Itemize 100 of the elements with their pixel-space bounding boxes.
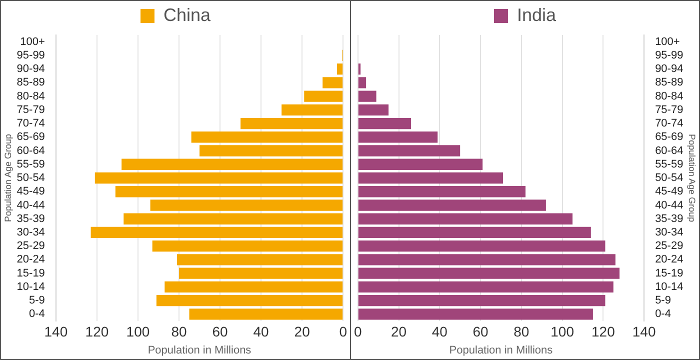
bar bbox=[358, 118, 412, 130]
bar bbox=[322, 77, 343, 88]
y-tick-label: 80-84 bbox=[655, 90, 684, 102]
bar bbox=[164, 281, 343, 293]
bar bbox=[358, 268, 620, 279]
bar bbox=[358, 240, 606, 252]
x-tick-label: 140 bbox=[632, 323, 656, 340]
bar bbox=[240, 118, 343, 130]
y-tick-label: 25-29 bbox=[16, 240, 45, 252]
x-tick-label: 0 bbox=[354, 323, 362, 340]
y-tick-label: 55-59 bbox=[16, 158, 45, 170]
x-tick-label: 120 bbox=[85, 323, 109, 340]
bar bbox=[358, 200, 546, 211]
bar bbox=[358, 281, 614, 293]
y-tick-label: 100+ bbox=[655, 36, 680, 48]
bar bbox=[358, 254, 616, 266]
y-tick-label: 10-14 bbox=[655, 280, 684, 293]
y-tick-label: 40-44 bbox=[16, 199, 45, 212]
bar bbox=[358, 308, 593, 320]
bar bbox=[124, 213, 343, 224]
bar bbox=[152, 240, 343, 252]
y-tick-label: 20-24 bbox=[16, 254, 45, 266]
bar bbox=[156, 294, 343, 306]
bar bbox=[358, 186, 526, 198]
y-tick-label: 50-54 bbox=[16, 172, 45, 184]
y-tick-label: 35-39 bbox=[16, 212, 45, 225]
y-tick-label: 95-99 bbox=[16, 49, 45, 62]
y-tick-label: 65-69 bbox=[655, 131, 684, 144]
y-tick-label: 70-74 bbox=[655, 118, 684, 130]
bar bbox=[191, 132, 343, 143]
bar bbox=[304, 90, 343, 102]
y-tick-label: 5-9 bbox=[655, 294, 671, 307]
bar bbox=[94, 172, 343, 184]
y-tick-label: 55-59 bbox=[655, 158, 684, 170]
bar bbox=[90, 226, 343, 238]
y-tick-label: 15-19 bbox=[16, 267, 45, 280]
y-tick-label: 75-79 bbox=[16, 104, 45, 116]
x-tick-label: 120 bbox=[592, 323, 616, 340]
y-tick-label: 80-84 bbox=[16, 90, 45, 102]
bar bbox=[358, 294, 606, 306]
x-tick-label: 20 bbox=[390, 323, 407, 340]
y-tick-label: 40-44 bbox=[655, 199, 684, 212]
legend-label: China bbox=[163, 4, 212, 25]
y-tick-label: 45-49 bbox=[655, 186, 684, 198]
bar bbox=[358, 90, 376, 102]
bar bbox=[358, 172, 504, 184]
y-tick-label: 70-74 bbox=[16, 118, 45, 130]
x-tick-label: 140 bbox=[44, 323, 68, 340]
y-tick-label: 95-99 bbox=[655, 49, 684, 62]
y-tick-label: 60-64 bbox=[655, 144, 684, 157]
bar bbox=[200, 145, 343, 156]
x-axis-title: Population in Millions bbox=[449, 344, 554, 356]
bar bbox=[179, 268, 343, 279]
y-tick-label: 35-39 bbox=[655, 212, 684, 225]
y-axis-title: Population Age Group bbox=[2, 134, 13, 222]
x-tick-label: 40 bbox=[432, 323, 448, 340]
x-tick-label: 100 bbox=[550, 323, 574, 340]
bar bbox=[358, 77, 366, 88]
bar bbox=[358, 226, 591, 238]
x-tick-label: 80 bbox=[171, 323, 188, 340]
y-tick-label: 60-64 bbox=[16, 144, 45, 157]
y-tick-label: 25-29 bbox=[655, 240, 684, 252]
y-tick-label: 50-54 bbox=[655, 172, 684, 184]
y-tick-label: 65-69 bbox=[16, 131, 45, 144]
y-tick-label: 0-4 bbox=[655, 308, 671, 320]
y-tick-label: 90-94 bbox=[655, 63, 684, 76]
y-tick-label: 20-24 bbox=[655, 254, 684, 266]
y-tick-label: 90-94 bbox=[16, 63, 45, 76]
bar bbox=[358, 145, 460, 156]
y-tick-label: 75-79 bbox=[655, 104, 684, 116]
x-tick-label: 40 bbox=[253, 323, 270, 340]
y-tick-label: 5-9 bbox=[29, 294, 45, 307]
y-tick-label: 0-4 bbox=[29, 308, 45, 320]
y-axis-title: Population Age Group bbox=[687, 134, 698, 222]
x-tick-label: 60 bbox=[472, 323, 489, 340]
bar bbox=[176, 254, 343, 266]
x-tick-label: 100 bbox=[126, 323, 150, 340]
y-tick-label: 85-89 bbox=[16, 76, 45, 89]
y-tick-label: 10-14 bbox=[16, 280, 45, 293]
bar bbox=[358, 158, 483, 170]
x-tick-label: 60 bbox=[212, 323, 228, 340]
bar bbox=[336, 63, 343, 75]
x-axis-title: Population in Millions bbox=[148, 344, 252, 356]
x-tick-label: 80 bbox=[514, 323, 530, 340]
y-tick-label: 100+ bbox=[20, 36, 45, 48]
y-tick-label: 85-89 bbox=[655, 76, 684, 89]
y-tick-label: 45-49 bbox=[16, 186, 45, 198]
bar bbox=[358, 132, 438, 143]
bar bbox=[358, 104, 389, 116]
legend-label: India bbox=[516, 4, 558, 25]
y-tick-label: 30-34 bbox=[655, 226, 684, 239]
bar bbox=[122, 158, 343, 170]
bar bbox=[189, 308, 343, 320]
bar bbox=[358, 63, 361, 75]
bar bbox=[358, 213, 573, 224]
y-tick-label: 30-34 bbox=[16, 226, 45, 239]
bar bbox=[115, 186, 343, 198]
x-tick-label: 0 bbox=[339, 323, 348, 340]
x-tick-label: 20 bbox=[294, 323, 310, 340]
bar bbox=[282, 104, 343, 116]
